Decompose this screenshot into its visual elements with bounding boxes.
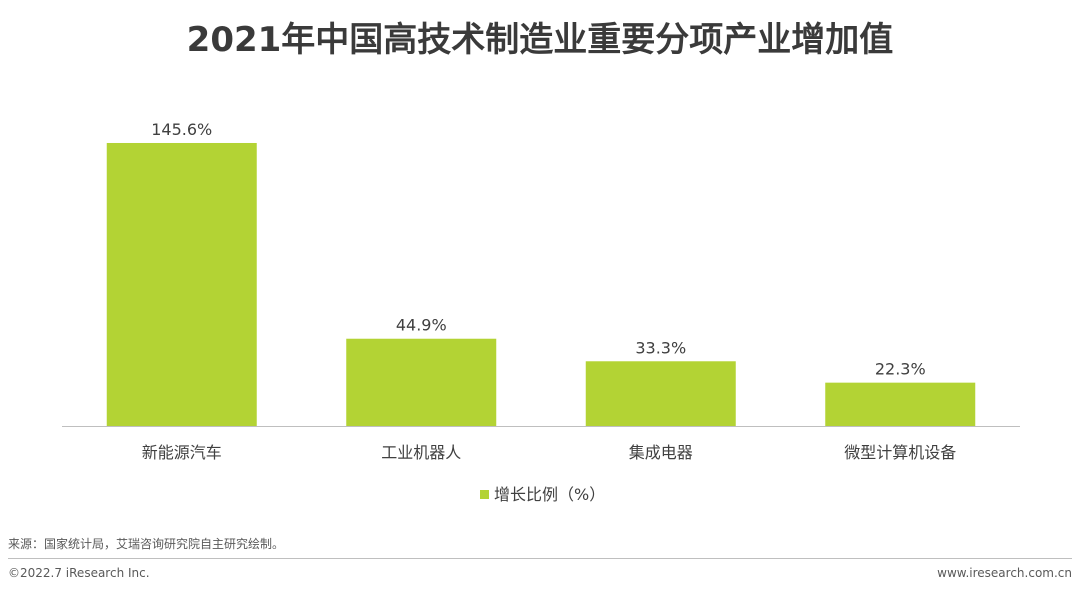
website-link[interactable]: www.iresearch.com.cn [937, 566, 1072, 580]
category-label-2: 工业机器人 [381, 443, 461, 462]
bar-1 [106, 142, 257, 427]
bar-2 [346, 338, 497, 426]
legend-label: 增长比例（%） [494, 485, 605, 504]
copyright-text: ©2022.7 iResearch Inc. [8, 566, 150, 580]
value-label-1: 145.6% [151, 120, 212, 139]
category-label-3: 集成电器 [629, 443, 693, 462]
value-label-3: 33.3% [635, 338, 686, 357]
value-label-4: 22.3% [875, 360, 926, 379]
chart-title: 2021年中国高技术制造业重要分项产业增加值 [186, 20, 894, 60]
footer-divider [8, 558, 1072, 559]
category-label-1: 新能源汽车 [142, 443, 222, 462]
bar-4 [825, 382, 976, 426]
legend-swatch [480, 490, 489, 499]
value-label-2: 44.9% [396, 316, 447, 335]
category-label-4: 微型计算机设备 [844, 443, 956, 462]
bar-3 [585, 361, 736, 426]
source-note: 来源：国家统计局，艾瑞咨询研究院自主研究绘制。 [8, 537, 285, 551]
